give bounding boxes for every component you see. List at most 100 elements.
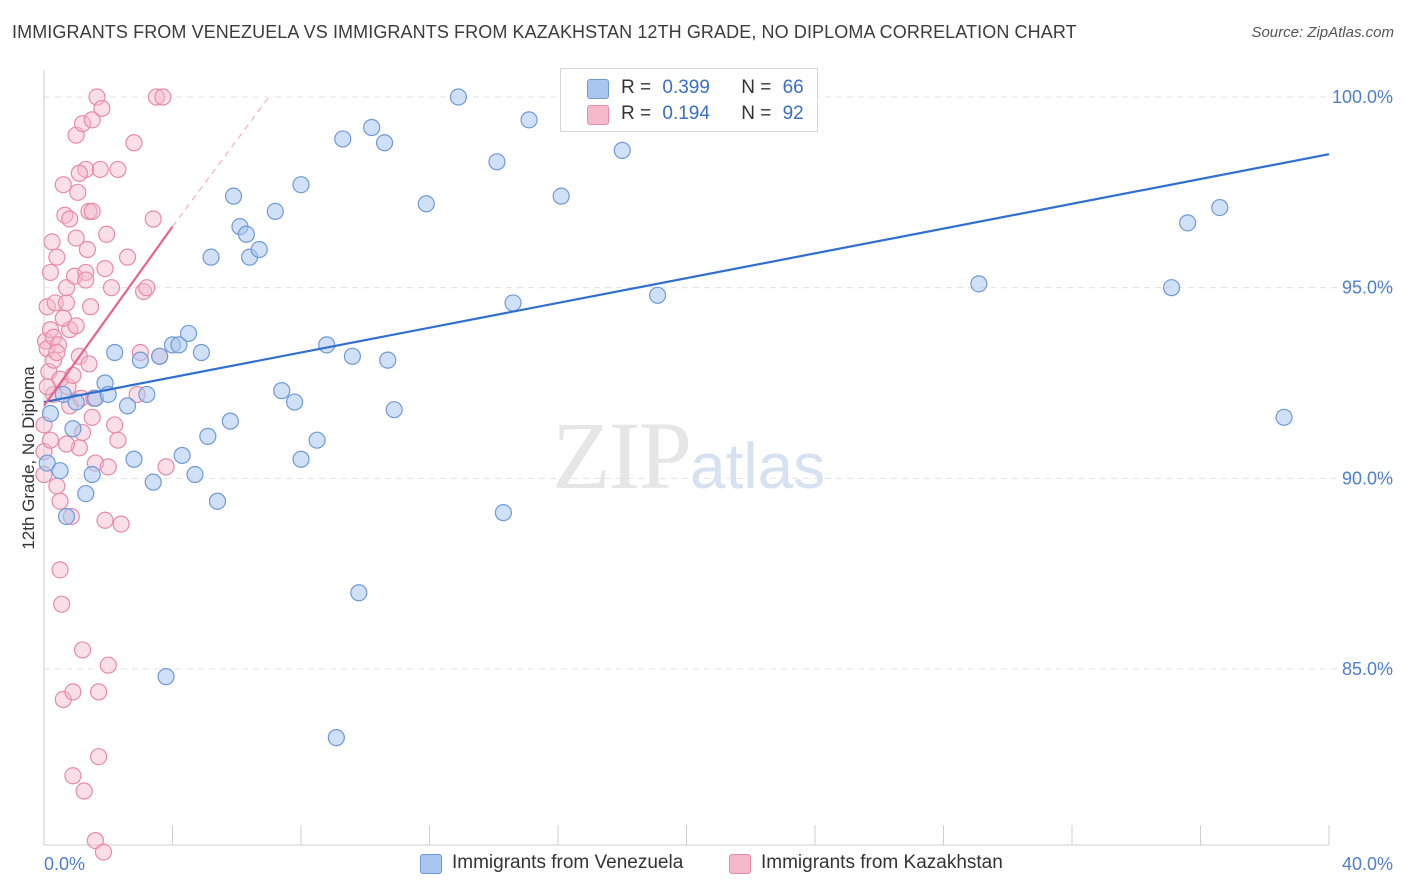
kazakhstan-point (48, 343, 66, 362)
venezuela-point (292, 176, 310, 194)
kazakhstan-point (51, 492, 69, 510)
kazakhstan-point (112, 515, 130, 533)
y-tick-label: 100.0% (1332, 87, 1393, 107)
chart-title: IMMIGRANTS FROM VENEZUELA VS IMMIGRANTS … (12, 22, 1077, 42)
x-tick-label: 40.0% (1342, 854, 1393, 874)
venezuela-point (151, 347, 169, 365)
grid-lines (44, 96, 1395, 670)
kazakhstan-point (69, 183, 87, 201)
r-label: R = (621, 103, 652, 124)
kazakhstan-point (83, 408, 101, 426)
watermark-zip: ZIP (552, 402, 692, 509)
kazakhstan-point (54, 309, 72, 327)
venezuela-point (173, 446, 191, 465)
kazakhstan-point (80, 355, 98, 373)
kazakhstan-point (77, 271, 95, 289)
venezuela-point (131, 351, 149, 369)
r-label: R = (621, 77, 652, 98)
kazakhstan-point (38, 378, 56, 396)
y-tick-label: 90.0% (1342, 468, 1393, 488)
kazakhstan-point (64, 366, 82, 384)
kazakhstan-point (78, 240, 96, 259)
kazakhstan-point (64, 767, 82, 785)
venezuela-point (266, 202, 284, 220)
zipatlas-watermark: ZIPatlas (552, 400, 825, 511)
kazakhstan-point (64, 683, 82, 701)
kazakhstan-point (125, 134, 143, 152)
venezuela-point (221, 412, 239, 430)
kazakhstan-point (144, 210, 162, 228)
venezuela-point (363, 118, 381, 137)
kazakhstan-point (157, 458, 175, 476)
venezuela-trend-line (43, 153, 1330, 404)
venezuela-point (494, 504, 512, 522)
kazakhstan-point (57, 294, 76, 312)
kazakhstan-point (94, 843, 113, 861)
venezuela-point (118, 397, 137, 415)
venezuela-point (285, 393, 304, 411)
venezuela-point (125, 450, 143, 468)
n-value: 66 (782, 77, 804, 98)
kazakhstan-point (154, 88, 172, 106)
venezuela-point (292, 450, 310, 468)
kazakhstan-point (61, 210, 79, 228)
venezuela-point (488, 153, 506, 171)
kazakhstan-point (147, 88, 166, 106)
kazakhstan-point (109, 431, 127, 449)
venezuela-point (38, 454, 56, 472)
kazakhstan-point (51, 561, 69, 579)
source-label: Source: ZipAtlas.com (1251, 24, 1394, 41)
kazakhstan-point (48, 248, 66, 266)
correlation-legend: R = 0.399 N = 66 R = 0.194 N = 92 (560, 68, 818, 132)
venezuela-points (38, 88, 1293, 747)
legend-stats-kazakhstan: R = 0.194 N = 92 (621, 103, 804, 125)
y-axis-title: 12th Grade, No Diploma (19, 366, 38, 550)
trend-lines (43, 96, 1330, 407)
r-value: 0.194 (662, 103, 710, 124)
kazakhstan-points (35, 88, 175, 861)
kazakhstan-point (90, 683, 108, 701)
kazakhstan-point (73, 115, 92, 133)
kazakhstan-point (70, 164, 88, 182)
kazakhstan-point (138, 279, 156, 297)
venezuela-swatch (420, 854, 442, 874)
kazakhstan-point (102, 279, 121, 297)
venezuela-point (144, 473, 162, 491)
kazakhstan-point (67, 229, 85, 247)
venezuela-point (1162, 279, 1181, 297)
kazakhstan-point (67, 317, 85, 335)
venezuela-point (375, 134, 394, 152)
kazakhstan-point (65, 267, 84, 285)
venezuela-point (64, 420, 82, 438)
venezuela-swatch (587, 79, 609, 99)
venezuela-point (1275, 408, 1293, 426)
n-label: N = (741, 77, 772, 98)
kazakhstan-swatch (729, 854, 751, 874)
venezuela-point (334, 130, 352, 148)
kazakhstan-point (83, 111, 101, 129)
kazakhstan-point (96, 260, 114, 278)
venezuela-point (186, 465, 204, 484)
kazakhstan-point (38, 298, 56, 316)
venezuela-point (327, 729, 345, 747)
venezuela-point (273, 382, 291, 400)
venezuela-point (613, 141, 631, 159)
venezuela-point (41, 404, 60, 423)
venezuela-point (224, 187, 243, 205)
venezuela-point (1211, 198, 1229, 217)
venezuela-point (192, 343, 211, 362)
kazakhstan-point (109, 160, 127, 179)
venezuela-point (417, 195, 435, 213)
kazakhstan-point (73, 641, 92, 659)
watermark-atlas: atlas (690, 430, 826, 502)
venezuela-point (648, 286, 667, 304)
kazakhstan-point (43, 233, 61, 251)
kazakhstan-trend-line (43, 226, 174, 407)
venezuela-point (157, 668, 175, 686)
venezuela-point (83, 465, 101, 484)
venezuela-point (343, 347, 361, 365)
venezuela-point (1179, 214, 1197, 232)
axes (43, 70, 1330, 846)
kazakhstan-point (93, 99, 111, 118)
